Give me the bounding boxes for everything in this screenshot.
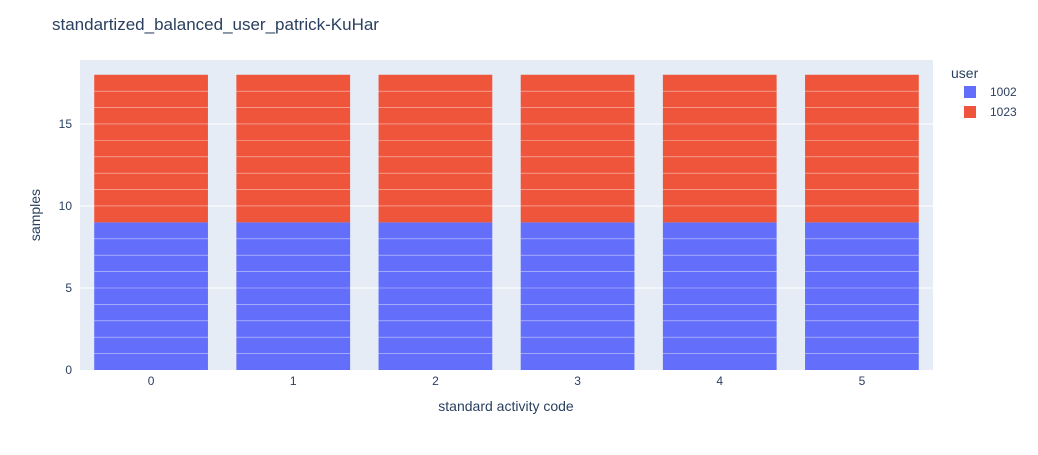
x-tick-label: 0 xyxy=(148,374,155,388)
x-tick-label: 2 xyxy=(432,374,439,388)
bar-segment xyxy=(94,74,208,223)
bar-segment xyxy=(805,222,919,370)
x-tick-label: 5 xyxy=(859,374,866,388)
ticks-layer: 0 5 10 15 0 1 2 3 4 5 xyxy=(59,117,866,388)
bar-segment xyxy=(94,222,208,370)
x-axis-label: standard activity code xyxy=(438,398,574,414)
y-tick-label: 15 xyxy=(59,117,73,131)
grid-layer xyxy=(80,123,933,289)
x-tick-label: 1 xyxy=(290,374,297,388)
legend-title: user xyxy=(951,65,979,81)
y-tick-label: 5 xyxy=(65,281,72,295)
bars-layer xyxy=(94,74,919,370)
x-tick-label: 3 xyxy=(574,374,581,388)
chart-title: standartized_balanced_user_patrick-KuHar xyxy=(52,15,379,34)
bar-segment xyxy=(236,74,351,223)
legend-swatch xyxy=(964,106,976,118)
plot-area xyxy=(80,60,933,370)
legend: user 1002 1023 xyxy=(951,65,1017,119)
y-tick-label: 0 xyxy=(65,363,72,377)
bar-segment xyxy=(378,222,493,370)
bar-segment xyxy=(236,222,351,370)
bar-segment xyxy=(520,222,635,370)
bar-segment xyxy=(378,74,493,223)
legend-items: 1002 1023 xyxy=(964,85,1017,119)
bar-segment xyxy=(520,74,635,223)
bar-segment xyxy=(805,74,919,223)
bar-segment xyxy=(662,222,777,370)
legend-label: 1023 xyxy=(990,105,1017,119)
y-tick-label: 10 xyxy=(59,199,73,213)
legend-label: 1002 xyxy=(990,85,1017,99)
legend-swatch xyxy=(964,86,976,98)
bar-segment xyxy=(662,74,777,223)
x-tick-label: 4 xyxy=(716,374,723,388)
y-axis-label: samples xyxy=(27,189,43,241)
